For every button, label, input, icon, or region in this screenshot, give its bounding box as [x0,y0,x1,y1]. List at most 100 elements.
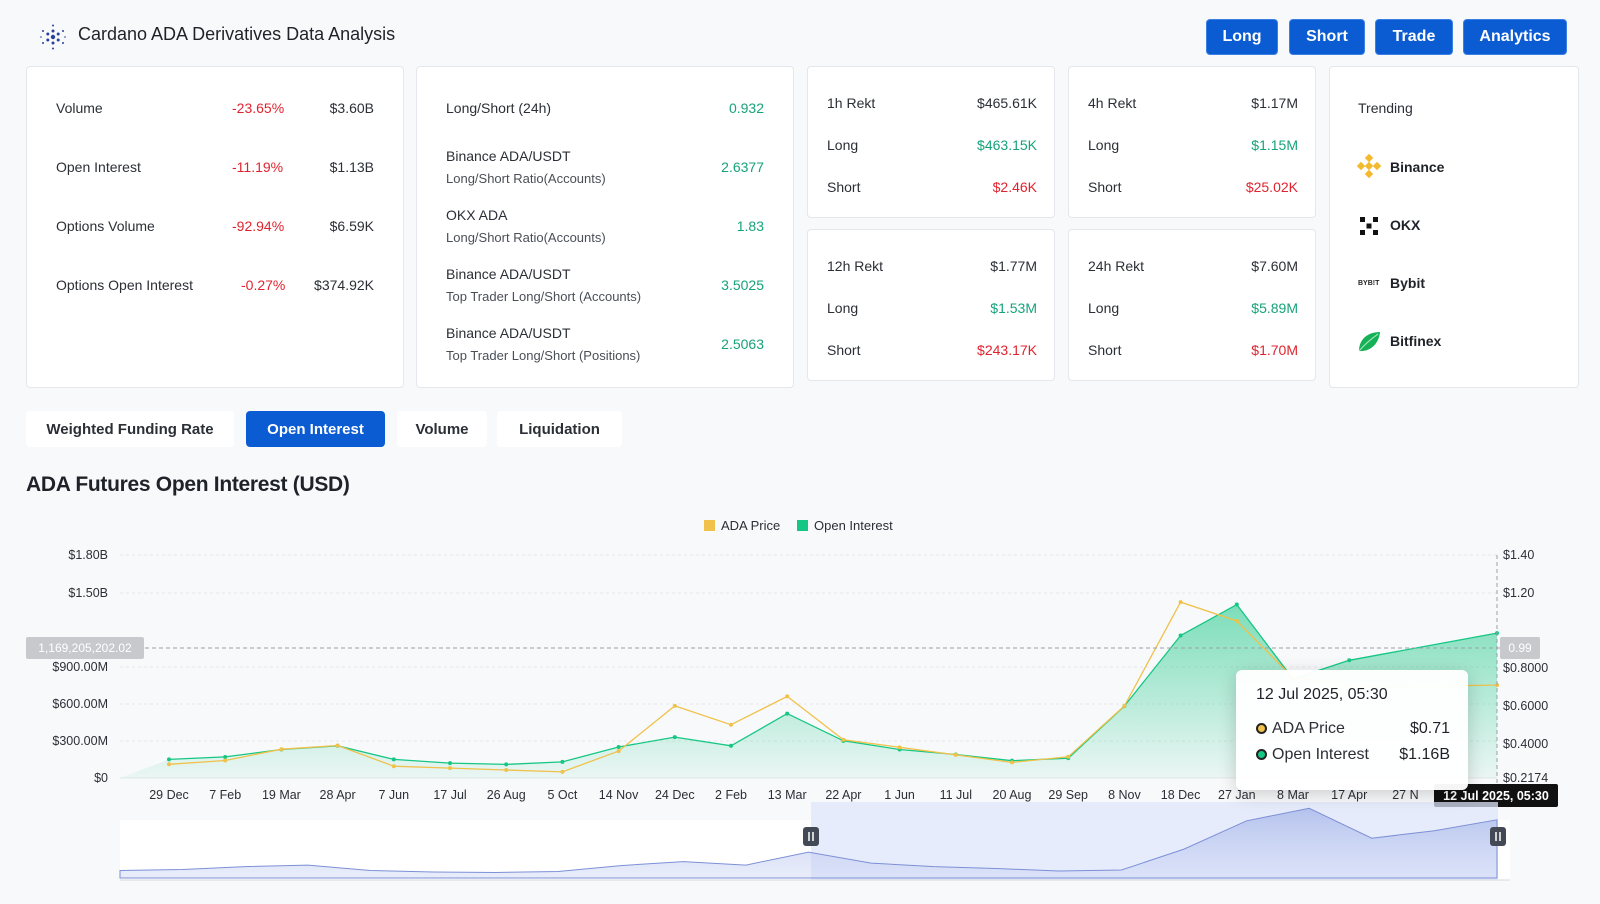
ada-price-point[interactable] [897,745,902,750]
tab-open-interest[interactable]: Open Interest [246,411,385,447]
rekt-long-label: Long [1088,137,1120,153]
rekt-long-value: $1.15M [1251,137,1298,153]
ada-price-point[interactable] [1495,683,1499,688]
rekt-period: 4h Rekt [1088,95,1137,111]
y-left-tick-label: $300.00M [52,734,108,748]
rekt-short-value: $1.70M [1251,342,1298,358]
open-interest-point[interactable] [504,762,509,767]
open-interest-point[interactable] [223,754,228,759]
rekt-short-label: Short [827,342,861,358]
ratio-value: 3.5025 [721,277,764,293]
ada-price-point[interactable] [1234,618,1239,623]
rekt-short-value: $2.46K [992,179,1037,195]
open-interest-point[interactable] [560,759,565,764]
x-tick-label: 24 Dec [655,788,695,802]
x-tick-label: 17 Jul [433,788,466,802]
legend-open-interest[interactable]: Open Interest [814,518,893,533]
x-tick-label: 26 Aug [487,788,526,802]
trending-item-bitfinex[interactable]: Bitfinex [1390,333,1442,349]
stat-label: Open Interest [56,159,141,175]
ratio-subtitle: Top Trader Long/Short (Accounts) [446,289,642,304]
ratio-title: Binance ADA/USDT [446,148,571,164]
y-left-tick-label: $900.00M [52,660,108,674]
open-interest-point[interactable] [1234,602,1239,607]
ada-price-point[interactable] [448,766,452,771]
tab-volume[interactable]: Volume [397,411,487,447]
ada-price-point[interactable] [841,737,846,742]
x-tick-label: 29 Sep [1048,788,1088,802]
open-interest-chart[interactable]: ADA Price Open Interest $0 $300.00M $600.0… [0,510,1600,904]
binance-icon [1356,153,1382,179]
rekt-long-value: $5.89M [1251,300,1298,316]
ada-price-point[interactable] [1178,600,1183,605]
long-button[interactable]: Long [1206,19,1278,55]
open-interest-point[interactable] [391,757,396,762]
ada-price-point[interactable] [223,758,228,763]
open-interest-point[interactable] [1178,633,1183,638]
ratio-subtitle: Top Trader Long/Short (Positions) [446,348,641,363]
trending-item-binance[interactable]: Binance [1390,159,1445,175]
y-left-tick-label: $1.80B [68,548,108,562]
rekt-24h-card [1068,229,1316,381]
y-right-tick-label: $1.20 [1503,586,1534,600]
open-interest-point[interactable] [672,735,677,740]
trending-item-okx[interactable]: OKX [1390,217,1421,233]
ada-price-point[interactable] [1066,754,1071,759]
x-tick-label: 13 Mar [768,788,807,802]
rekt-long-label: Long [827,137,859,153]
open-interest-point[interactable] [729,743,733,748]
ada-price-point[interactable] [672,703,677,708]
x-tick-label: 8 Nov [1108,788,1141,802]
stat-label: Volume [56,100,103,116]
x-tick-label: 27 Jan [1218,788,1256,802]
ada-price-point[interactable] [504,767,509,772]
ada-price-point[interactable] [560,769,565,774]
open-interest-point[interactable] [448,761,452,766]
ada-price-point[interactable] [953,752,958,757]
trending-item-bybit[interactable]: Bybit [1390,275,1425,291]
long-short-ratio-card [416,66,794,388]
ada-price-point[interactable] [1010,760,1014,765]
stat-label: Options Volume [56,218,155,234]
tab-liquidation[interactable]: Liquidation [497,411,622,447]
cardano-logo-icon [40,24,66,50]
rekt-4h-card [1068,66,1316,218]
short-button[interactable]: Short [1289,19,1365,55]
y-right-tick-label: $0.8000 [1503,661,1548,675]
open-interest-point[interactable] [616,745,621,750]
tooltip-price-marker [1256,723,1267,734]
legend-ada-price[interactable]: ADA Price [721,518,780,533]
stat-change: -23.65% [232,100,285,116]
stat-value: $6.59K [329,218,374,234]
rekt-short-label: Short [827,179,861,195]
ada-price-point[interactable] [616,749,621,754]
x-tick-label: 5 Oct [547,788,577,802]
ada-price-point[interactable] [1122,703,1127,708]
navigator-left-handle[interactable] [803,827,819,846]
bybit-icon: BYB!T [1358,280,1380,287]
ratio-title: OKX ADA [446,207,508,223]
navigator-area [119,807,1498,879]
ratio-subtitle: Long/Short Ratio(Accounts) [446,230,606,245]
navigator-right-handle[interactable] [1490,827,1506,846]
open-interest-point[interactable] [167,757,171,762]
ada-price-point[interactable] [335,743,340,748]
chart-title: ADA Futures Open Interest (USD) [26,473,350,496]
chart-tooltip: 12 Jul 2025, 05:30 ADA Price $0.71 Open … [1236,670,1468,790]
tab-weighted-funding-rate[interactable]: Weighted Funding Rate [26,411,234,447]
x-tick-label: 14 Nov [599,788,639,802]
open-interest-point[interactable] [1347,658,1352,663]
ada-price-point[interactable] [391,764,396,769]
y-right-tick-label: $0.6000 [1503,699,1548,713]
ada-price-point[interactable] [167,762,171,767]
open-interest-point[interactable] [785,711,790,716]
analytics-button[interactable]: Analytics [1463,19,1567,55]
y-right-tick-label: $0.4000 [1503,737,1548,751]
x-tick-label: 8 Mar [1277,788,1309,802]
ada-price-point[interactable] [279,747,284,752]
ada-price-point[interactable] [729,722,733,727]
trade-button[interactable]: Trade [1375,19,1453,55]
ada-price-point[interactable] [785,694,790,699]
rekt-period: 12h Rekt [827,258,884,274]
rekt-total: $465.61K [977,95,1037,111]
